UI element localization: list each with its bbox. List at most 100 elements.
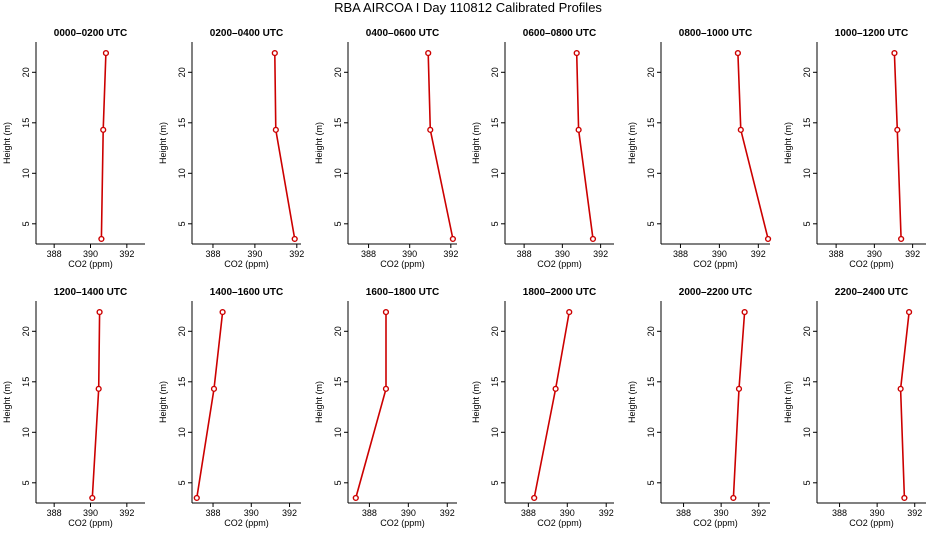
profile-point	[100, 126, 107, 133]
y-tick-label: 5	[490, 221, 500, 226]
profile-point	[425, 50, 432, 57]
y-tick-label: 20	[490, 67, 500, 77]
y-tick-label: 5	[177, 221, 187, 226]
y-axis-label: Height (m)	[314, 122, 324, 164]
profile-point	[901, 494, 908, 502]
y-tick-label: 5	[21, 480, 31, 485]
x-tick-label: 392	[119, 508, 134, 518]
x-axis-label: CO2 (ppm)	[537, 259, 582, 269]
profile-line	[427, 53, 454, 240]
profile-point	[95, 385, 102, 392]
page-title: RBA AIRCOA I Day 110812 Calibrated Profi…	[334, 0, 602, 15]
y-tick-label: 15	[802, 377, 812, 387]
x-tick-label: 388	[47, 508, 62, 518]
x-tick-label: 392	[751, 508, 766, 518]
y-tick-label: 10	[21, 427, 31, 437]
profile-panel-10: 1800–2000 UTC 388 390 392 CO2 (ppm) 5 10 15 20 He…	[471, 287, 614, 528]
panel-title: 0000–0200 UTC	[54, 28, 127, 39]
x-tick-label: 392	[751, 249, 766, 259]
y-tick-label: 10	[802, 168, 812, 178]
y-tick-label: 15	[646, 377, 656, 387]
x-tick-label: 390	[867, 249, 882, 259]
profile-point	[89, 494, 96, 502]
x-tick-label: 388	[521, 508, 536, 518]
y-tick-label: 10	[490, 168, 500, 178]
profile-point	[352, 494, 359, 502]
x-tick-label: 388	[832, 508, 847, 518]
profile-point	[102, 50, 110, 57]
profile-line	[91, 312, 101, 498]
profile-point	[735, 385, 743, 392]
x-tick-label: 390	[714, 508, 729, 518]
profile-point	[272, 126, 279, 133]
x-tick-label: 392	[905, 249, 920, 259]
y-tick-label: 15	[333, 118, 343, 128]
profile-point	[552, 385, 559, 392]
y-tick-label: 20	[802, 326, 812, 336]
x-tick-label: 388	[829, 249, 844, 259]
y-tick-label: 20	[333, 67, 343, 77]
y-tick-label: 20	[646, 67, 656, 77]
profile-point	[210, 385, 218, 392]
x-axis-label: CO2 (ppm)	[849, 259, 894, 269]
profile-panel-1: 0000–0200 UTC 388 390 392 CO2 (ppm) 5 10 15 20 He…	[2, 28, 145, 269]
x-axis-label: CO2 (ppm)	[224, 518, 269, 528]
profile-point	[193, 494, 200, 502]
profile-point	[589, 235, 597, 243]
profile-panel-2: 0200–0400 UTC 388 390 392 CO2 (ppm) 5 10 15 20 He…	[158, 28, 304, 269]
x-tick-label: 390	[712, 249, 727, 259]
y-tick-label: 10	[333, 427, 343, 437]
x-axis-label: CO2 (ppm)	[380, 518, 425, 528]
x-axis-label: CO2 (ppm)	[849, 518, 894, 528]
profile-point	[734, 50, 741, 57]
profile-line	[737, 53, 769, 240]
profile-point	[573, 50, 580, 57]
x-tick-label: 388	[517, 249, 532, 259]
x-tick-label: 392	[907, 508, 922, 518]
x-tick-label: 392	[599, 508, 614, 518]
profile-point	[730, 494, 737, 502]
x-tick-label: 392	[593, 249, 608, 259]
profile-point	[566, 309, 573, 316]
profile-point	[219, 309, 226, 316]
y-axis-label: Height (m)	[783, 381, 793, 423]
profile-line	[274, 53, 296, 240]
y-tick-label: 5	[802, 221, 812, 226]
y-tick-label: 5	[802, 480, 812, 485]
profile-panel-8: 1400–1600 UTC 388 390 392 CO2 (ppm) 5 10 15 20 He…	[158, 287, 301, 528]
profile-line	[732, 312, 746, 498]
y-tick-label: 10	[646, 427, 656, 437]
x-axis-label: CO2 (ppm)	[537, 518, 582, 528]
profile-panel-9: 1600–1800 UTC 388 390 392 CO2 (ppm) 5 10 15 20 He…	[314, 287, 457, 528]
profile-point	[891, 50, 898, 57]
panel-title: 1000–1200 UTC	[835, 28, 908, 39]
profile-point	[737, 126, 744, 133]
y-tick-label: 5	[333, 480, 343, 485]
profile-line	[899, 312, 910, 498]
y-tick-label: 15	[21, 377, 31, 387]
y-tick-label: 5	[490, 480, 500, 485]
profile-panel-4: 0600–0800 UTC 388 390 392 CO2 (ppm) 5 10 15 20 He…	[471, 28, 614, 269]
x-tick-label: 390	[247, 249, 262, 259]
y-tick-label: 20	[177, 326, 187, 336]
panel-title: 0200–0400 UTC	[210, 28, 283, 39]
y-axis-label: Height (m)	[627, 122, 637, 164]
y-axis-label: Height (m)	[158, 381, 168, 423]
y-tick-label: 15	[21, 118, 31, 128]
profile-point	[382, 309, 390, 316]
x-tick-label: 390	[870, 508, 885, 518]
x-tick-label: 392	[282, 508, 297, 518]
x-tick-label: 392	[289, 249, 304, 259]
y-tick-label: 10	[333, 168, 343, 178]
y-tick-label: 5	[21, 221, 31, 226]
y-tick-label: 5	[333, 221, 343, 226]
y-tick-label: 10	[21, 168, 31, 178]
profile-panel-7: 1200–1400 UTC 388 390 392 CO2 (ppm) 5 10 15 20 He…	[2, 287, 145, 528]
profile-point	[96, 309, 103, 316]
y-tick-label: 15	[333, 377, 343, 387]
profile-point	[575, 126, 582, 133]
profile-line	[196, 312, 224, 499]
y-axis-label: Height (m)	[2, 122, 12, 164]
panel-title: 1600–1800 UTC	[366, 287, 439, 298]
